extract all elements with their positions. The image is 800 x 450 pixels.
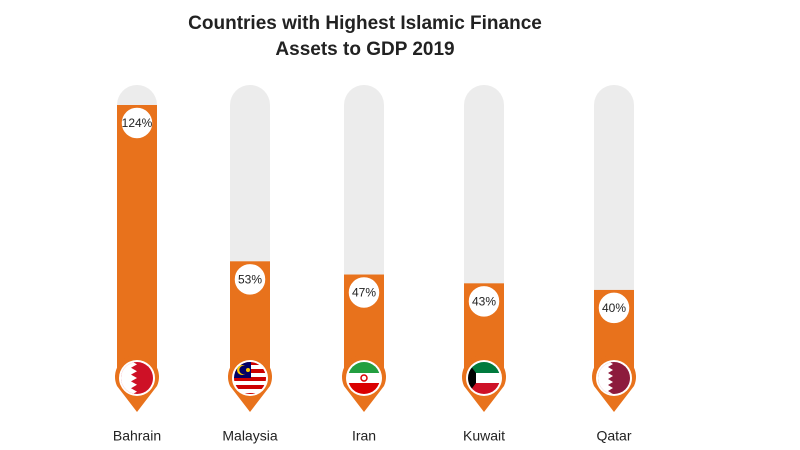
- x-tick-label: Bahrain: [113, 428, 161, 444]
- x-tick-label: Malaysia: [222, 428, 277, 444]
- chart-title: Countries with Highest Islamic Finance: [188, 13, 542, 34]
- value-label: 40%: [602, 301, 626, 315]
- flags: [121, 362, 630, 394]
- x-tick-label: Iran: [352, 428, 376, 444]
- value-label-bg: [597, 291, 631, 325]
- bar: [117, 105, 157, 378]
- x-tick-label: Qatar: [596, 428, 631, 444]
- value-label: 53%: [238, 272, 262, 286]
- value-label: 124%: [122, 116, 153, 130]
- chart-title: Assets to GDP 2019: [275, 39, 454, 60]
- x-tick-label: Kuwait: [463, 428, 505, 444]
- value-label-bg: [467, 284, 501, 319]
- flag-qatar: [598, 362, 630, 394]
- value-label-bg: [347, 275, 381, 310]
- value-label: 47%: [352, 286, 376, 300]
- value-label: 43%: [472, 295, 496, 309]
- value-label-bg: [233, 262, 267, 297]
- flag-bahrain: [121, 362, 153, 394]
- flag-malaysia: [234, 362, 266, 394]
- value-label-bg: [120, 106, 154, 140]
- flag-iran: [348, 362, 380, 394]
